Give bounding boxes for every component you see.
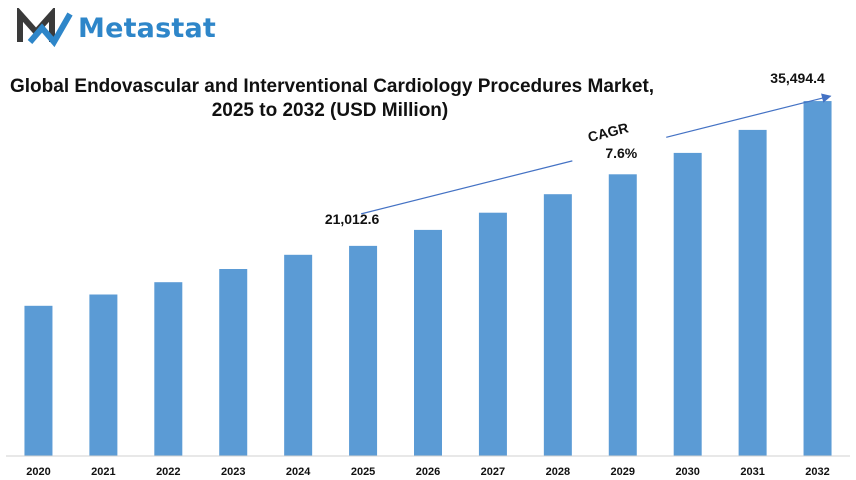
metastat-logo-icon xyxy=(17,8,73,48)
chart-title: Global Endovascular and Interventional C… xyxy=(10,75,655,123)
bar-2026 xyxy=(414,229,442,456)
x-axis-tick-labels: 2020 2021 2022 2023 2024 2025 2026 2027 2028 2029… xyxy=(26,466,830,478)
bar-2021 xyxy=(89,294,118,456)
x-tick-label-2023: 2023 xyxy=(221,466,245,478)
cagr-arrow-head xyxy=(666,93,832,138)
bar-2029 xyxy=(608,174,637,457)
x-tick-label-2025: 2025 xyxy=(351,466,375,478)
bar-2022 xyxy=(154,282,183,456)
bar-2032 xyxy=(803,101,832,456)
brand-name: Metastat xyxy=(78,12,217,44)
cagr-label: CAGR xyxy=(586,119,630,145)
data-label-2025: 21,012.6 xyxy=(325,211,380,227)
x-tick-label-2030: 2030 xyxy=(675,466,699,478)
x-tick-label-2024: 2024 xyxy=(286,466,311,478)
x-tick-label-2029: 2029 xyxy=(611,466,635,478)
cagr-arrow-line xyxy=(360,160,573,215)
x-tick-label-2020: 2020 xyxy=(26,466,50,478)
bar-2023 xyxy=(219,269,248,456)
bar-2028 xyxy=(543,194,572,456)
bar-2020 xyxy=(24,305,53,456)
bar-2025 xyxy=(349,245,378,456)
data-label-2032: 35,494.4 xyxy=(770,70,825,86)
bar-2027 xyxy=(478,212,507,456)
bar-2030 xyxy=(673,152,702,456)
x-tick-label-2026: 2026 xyxy=(416,466,440,478)
x-tick-label-2021: 2021 xyxy=(91,466,115,478)
x-tick-label-2031: 2031 xyxy=(740,466,764,478)
x-tick-label-2027: 2027 xyxy=(481,466,505,478)
x-tick-label-2022: 2022 xyxy=(156,466,180,478)
bar-2031 xyxy=(738,129,767,456)
x-tick-label-2028: 2028 xyxy=(546,466,570,478)
chart-title-line-2: 2025 to 2032 (USD Million) xyxy=(211,100,449,121)
chart-title-line-1: Global Endovascular and Interventional C… xyxy=(10,76,655,97)
cagr-value: 7.6% xyxy=(605,145,637,161)
brand-logo: Metastat xyxy=(16,8,216,48)
bars-layer xyxy=(24,101,832,457)
bar-2024 xyxy=(284,254,313,456)
x-tick-label-2032: 2032 xyxy=(805,466,829,478)
data-labels: 21,012.6 35,494.4 xyxy=(325,70,825,227)
